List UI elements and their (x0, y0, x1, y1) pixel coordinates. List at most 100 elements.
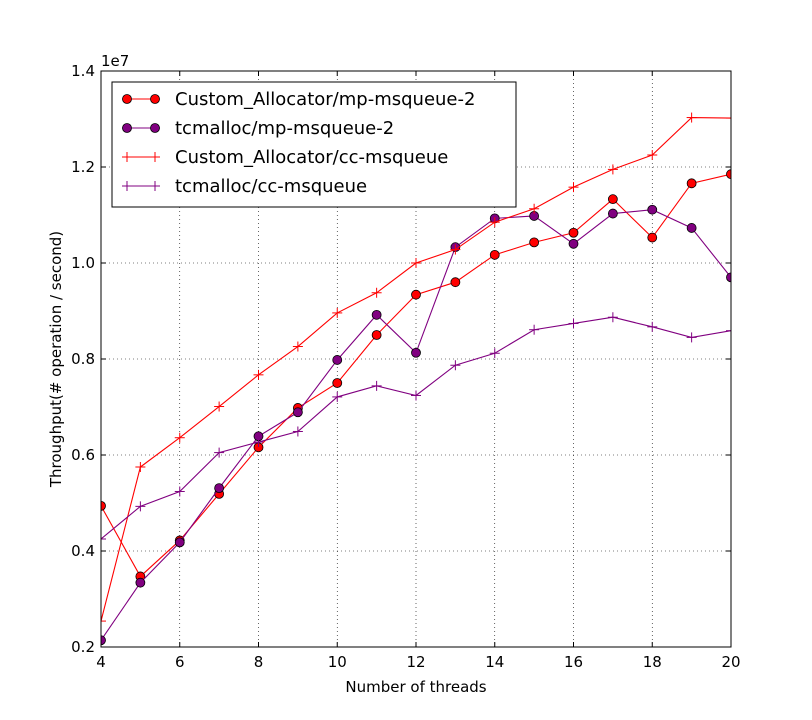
legend-label: Custom_Allocator/mp-msqueue-2 (175, 89, 475, 110)
data-point (450, 277, 461, 288)
legend-label: tcmalloc/cc-msqueue (175, 176, 367, 197)
data-point (253, 437, 264, 448)
data-point (686, 223, 697, 233)
data-point (174, 486, 185, 497)
series-3 (101, 312, 731, 544)
data-point (489, 217, 500, 228)
y-tick-label: 1.2 (71, 158, 95, 176)
legend-marker (150, 152, 160, 162)
data-point (568, 318, 579, 329)
x-tick-label: 8 (254, 653, 264, 671)
data-point (101, 635, 106, 646)
data-point (135, 462, 146, 472)
legend-marker (122, 181, 132, 191)
data-point (489, 348, 500, 359)
y-tick-label: 0.2 (71, 638, 95, 656)
data-point (607, 312, 618, 323)
data-point (292, 426, 303, 437)
data-point (332, 307, 343, 318)
legend-marker (150, 181, 160, 191)
data-point (647, 150, 658, 160)
data-point (647, 204, 658, 215)
series-2 (101, 112, 731, 627)
x-tick-label: 20 (721, 653, 740, 671)
x-tick-label: 16 (564, 653, 583, 671)
data-point (607, 208, 618, 219)
data-point (332, 391, 343, 402)
data-point (174, 432, 185, 443)
data-point (101, 500, 106, 511)
legend-marker (150, 94, 160, 104)
data-point (529, 203, 540, 214)
data-point (647, 321, 658, 332)
x-tick-label: 4 (96, 653, 106, 671)
data-point (371, 380, 382, 391)
data-point (135, 501, 146, 512)
data-point (411, 347, 421, 358)
legend-entry: tcmalloc/cc-msqueue (122, 176, 367, 197)
y-tick-label: 0.4 (71, 542, 95, 560)
x-axis-label: Number of threads (345, 678, 486, 696)
data-point (726, 169, 731, 180)
legend-entry: Custom_Allocator/cc-msqueue (122, 147, 448, 168)
y-tick-label: 1.0 (71, 254, 95, 272)
data-point (332, 355, 343, 365)
data-point (686, 332, 697, 343)
data-point (101, 534, 106, 544)
x-tick-label: 12 (406, 653, 425, 671)
legend-box (111, 81, 517, 208)
data-point (529, 237, 540, 248)
data-point (568, 227, 579, 238)
y-offset-label: 1e7 (101, 52, 129, 70)
data-point (135, 577, 146, 588)
data-point (411, 258, 421, 268)
data-point (607, 194, 618, 205)
data-point (450, 244, 461, 255)
data-point (568, 182, 579, 193)
legend-label: Custom_Allocator/cc-msqueue (175, 147, 448, 168)
legend-marker (150, 123, 160, 133)
data-point (647, 232, 658, 243)
legend: Custom_Allocator/mp-msqueue-2 tcmalloc/mp… (111, 81, 517, 208)
data-point (489, 249, 500, 260)
data-point (411, 390, 421, 401)
data-point (411, 289, 421, 300)
y-tick-label: 0.6 (71, 446, 95, 464)
data-point (101, 616, 106, 627)
x-tick-label: 18 (643, 653, 662, 671)
data-point (450, 360, 461, 371)
x-tick-label: 10 (328, 653, 347, 671)
data-point (371, 287, 382, 298)
legend-entry: Custom_Allocator/mp-msqueue-2 (122, 89, 475, 110)
data-point (292, 341, 303, 352)
legend-marker (122, 123, 132, 133)
x-tick-label: 6 (175, 653, 185, 671)
data-point (332, 378, 343, 388)
y-axis-label: Throughput(# operation / second) (47, 231, 65, 488)
data-point (726, 325, 731, 336)
legend-label: tcmalloc/mp-msqueue-2 (175, 118, 394, 139)
data-point (607, 164, 618, 175)
data-point (214, 447, 225, 458)
y-tick-label: 0.8 (71, 350, 95, 368)
data-point (371, 309, 382, 320)
ticks: 4 6 8 10 12 14 16 18 20 0.2 0.4 0.6 0.8 1.0 1.2 1.4 (71, 62, 740, 671)
legend-marker (122, 94, 132, 104)
data-point (686, 178, 697, 189)
data-point (686, 112, 697, 123)
y-tick-label: 1.4 (71, 62, 95, 80)
data-point (726, 113, 731, 124)
data-point (568, 238, 579, 249)
legend-entry: tcmalloc/mp-msqueue-2 (122, 118, 394, 139)
x-tick-label: 14 (485, 653, 504, 671)
legend-marker (122, 152, 132, 162)
data-point (371, 330, 382, 340)
data-point (214, 401, 225, 412)
data-point (726, 272, 731, 283)
data-point (214, 483, 225, 494)
data-point (292, 407, 303, 418)
data-point (529, 324, 540, 335)
data-point (174, 537, 185, 548)
series-layer (101, 112, 731, 646)
